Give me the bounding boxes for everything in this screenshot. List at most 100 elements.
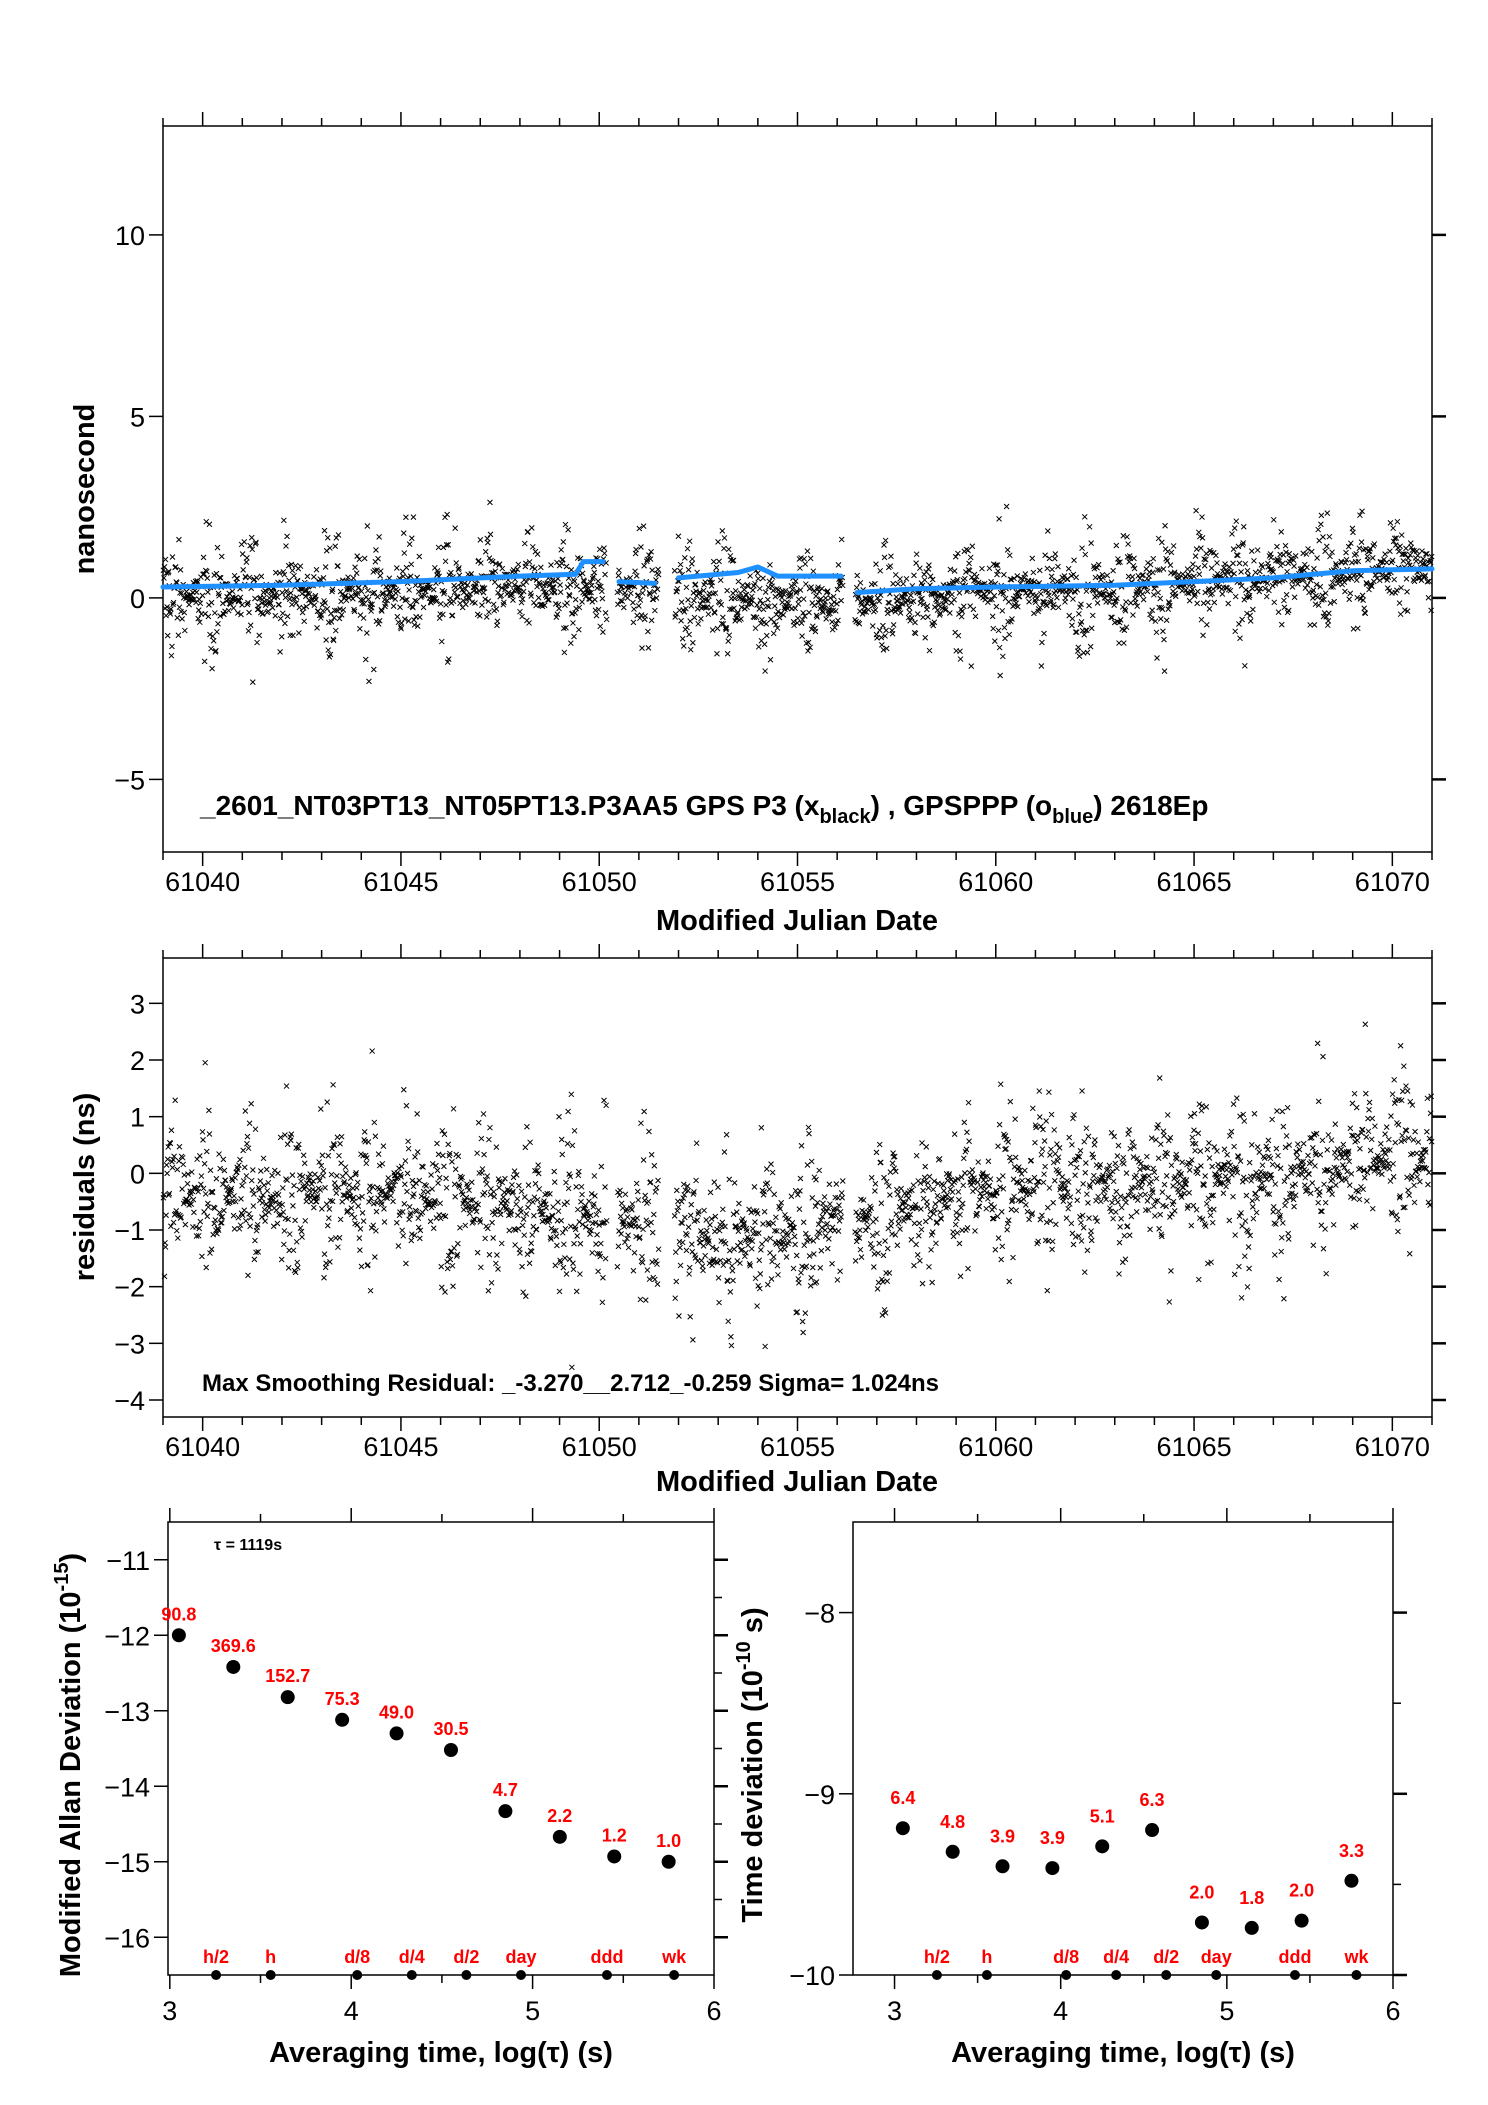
x-marker [394, 613, 401, 620]
x-marker [707, 1189, 714, 1196]
x-marker [618, 1230, 624, 1237]
x-marker [1209, 1163, 1216, 1170]
x-marker [1388, 1209, 1395, 1216]
x-marker [215, 1225, 221, 1232]
x-marker [188, 1169, 195, 1175]
x-marker [686, 631, 692, 638]
x-marker [679, 635, 686, 642]
x-marker [441, 1131, 448, 1138]
x-marker [541, 1217, 548, 1224]
x-marker [1415, 1139, 1422, 1145]
x-marker [680, 643, 687, 649]
x-marker [729, 1267, 736, 1274]
x-marker [892, 1232, 899, 1238]
x-marker [602, 571, 608, 578]
x-marker [767, 561, 773, 568]
x-marker [337, 606, 343, 612]
x-marker [801, 613, 808, 619]
x-marker [491, 1193, 498, 1200]
x-tick-label: 61060 [958, 1432, 1033, 1462]
x-tick-label: 61040 [165, 1432, 240, 1462]
x-marker [1146, 1172, 1152, 1179]
x-marker [1077, 1213, 1083, 1220]
x-marker [1225, 1159, 1232, 1166]
x-marker [1206, 1155, 1213, 1161]
x-marker [347, 1175, 354, 1181]
x-marker [1322, 1199, 1329, 1206]
x-marker [354, 590, 361, 597]
x-marker [252, 595, 258, 602]
x-marker [737, 1260, 743, 1267]
x-marker [960, 1155, 967, 1162]
x-marker [679, 1220, 686, 1226]
x-marker [1236, 560, 1243, 567]
x-marker [808, 1275, 815, 1281]
x-marker [332, 627, 339, 634]
x-marker [888, 1218, 895, 1225]
x-marker [671, 1213, 678, 1219]
x-marker [782, 1211, 788, 1218]
x-marker [498, 585, 505, 591]
x-marker [1145, 1207, 1152, 1213]
x-marker [256, 1187, 263, 1193]
data-point [895, 1821, 910, 1836]
x-marker [1320, 1053, 1326, 1060]
x-marker [299, 609, 306, 616]
x-marker [1314, 555, 1320, 561]
x-marker [1040, 1126, 1046, 1133]
x-marker [1158, 539, 1165, 546]
x-marker [738, 616, 744, 622]
x-marker [1012, 1116, 1019, 1122]
x-marker [1335, 580, 1341, 587]
x-marker [1419, 548, 1425, 554]
x-marker [890, 621, 897, 628]
x-marker [390, 1198, 396, 1205]
x-marker [1076, 1153, 1083, 1160]
x-marker [352, 590, 359, 597]
x-marker [1032, 1139, 1038, 1146]
x-marker [200, 1137, 206, 1143]
x-marker [331, 614, 338, 621]
x-marker [1251, 557, 1257, 564]
x-marker [329, 1198, 336, 1205]
x-marker [639, 590, 646, 596]
x-marker [655, 566, 661, 573]
x-marker [254, 639, 260, 646]
x-marker [1263, 1143, 1270, 1150]
x-marker [270, 1223, 277, 1230]
x-marker [768, 1161, 774, 1167]
x-marker [1367, 1147, 1374, 1154]
x-marker [1154, 1197, 1161, 1204]
x-marker [627, 574, 634, 581]
x-marker [830, 1207, 837, 1214]
x-marker [770, 1254, 777, 1260]
x-marker [685, 566, 692, 573]
x-marker [1016, 1164, 1022, 1170]
x-marker [442, 1289, 448, 1295]
x-marker [991, 638, 998, 644]
x-marker [876, 1240, 883, 1247]
time-marker-dot [406, 1970, 417, 1980]
x-marker [1029, 555, 1036, 562]
x-marker [819, 1224, 825, 1231]
x-marker [835, 617, 841, 624]
x-marker [930, 1186, 937, 1193]
x-marker [179, 616, 185, 622]
x-marker [633, 1180, 640, 1187]
x-marker [695, 620, 702, 627]
x-marker [1364, 1169, 1371, 1176]
x-marker [408, 535, 415, 542]
x-marker [720, 1262, 727, 1269]
x-marker [1236, 1213, 1243, 1219]
x-marker [351, 608, 358, 615]
x-marker [647, 1179, 654, 1185]
x-marker [655, 571, 662, 578]
y-tick-label: 10 [115, 221, 145, 251]
x-marker [533, 602, 539, 609]
x-marker [671, 567, 678, 574]
x-marker [1189, 586, 1196, 593]
x-marker [1346, 1158, 1353, 1165]
x-marker [1311, 622, 1318, 628]
p1-ylabel: residuals (ns) [69, 1093, 101, 1282]
x-marker [1206, 606, 1213, 612]
